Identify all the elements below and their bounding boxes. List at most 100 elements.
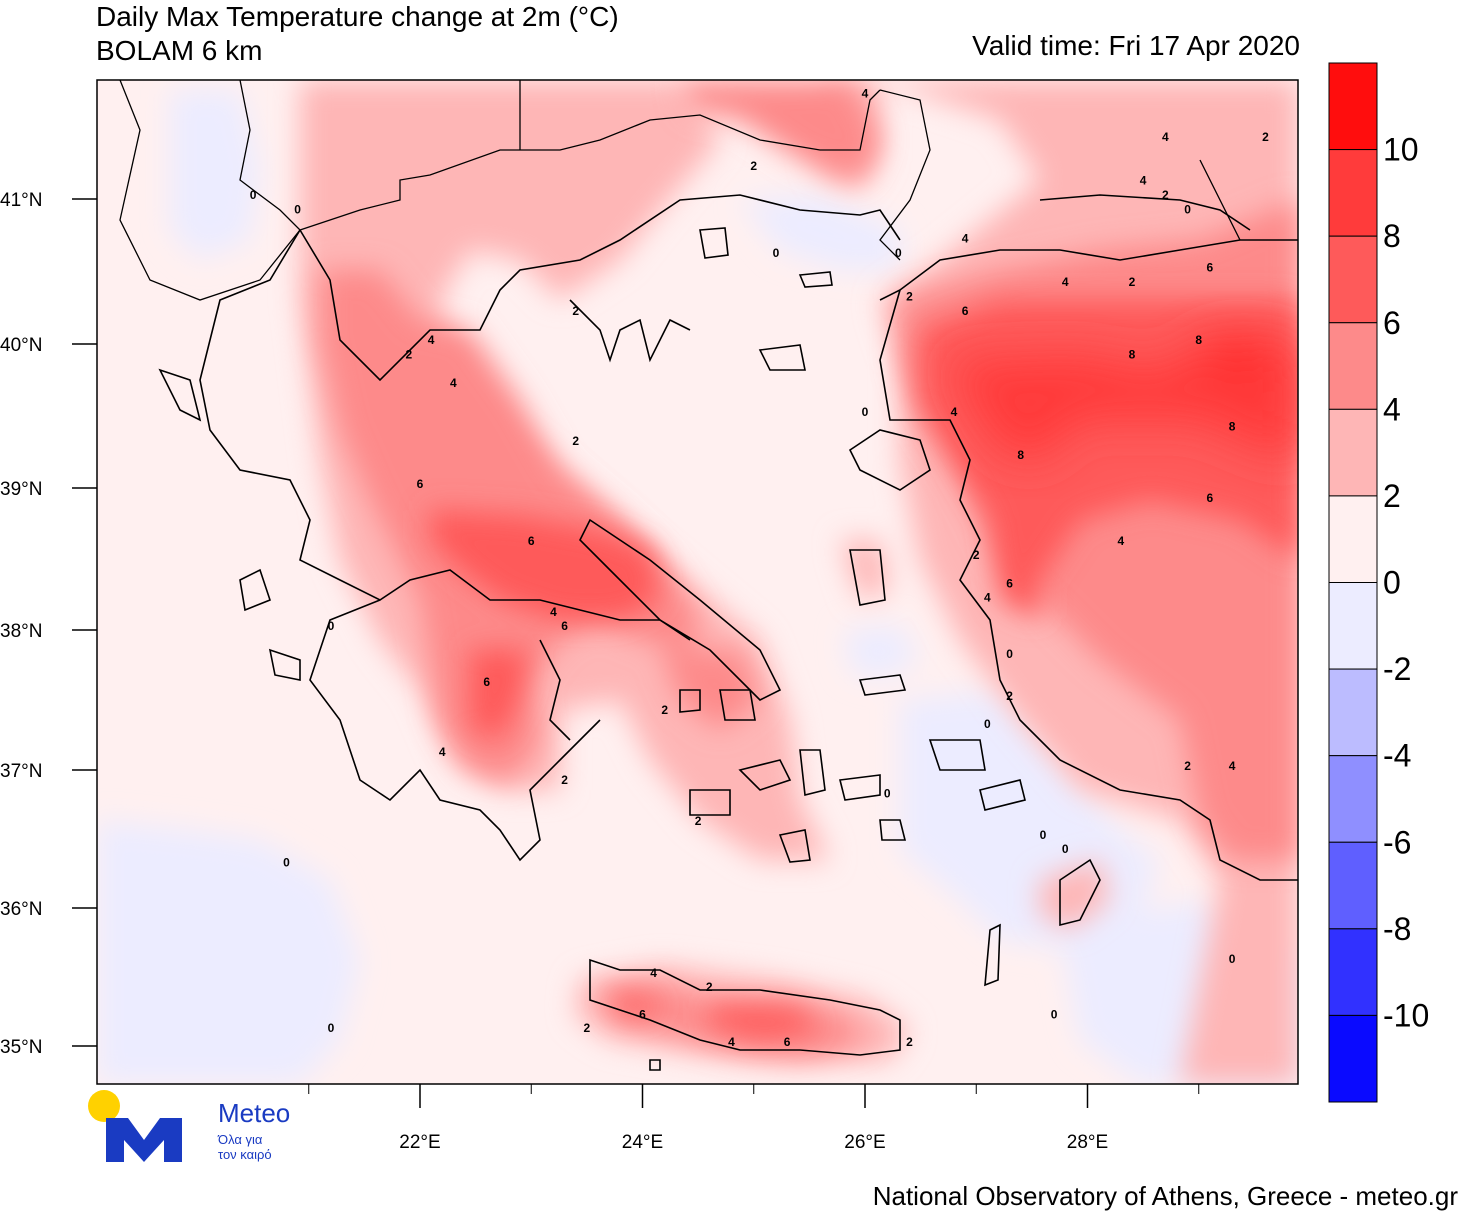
contour-label: 2 xyxy=(906,290,913,304)
lon-label: 26°E xyxy=(844,1132,885,1153)
contour-label: 0 xyxy=(250,188,257,202)
lat-label: 40°N xyxy=(0,335,42,356)
contour-label: 4 xyxy=(1140,174,1147,188)
contour-label: 2 xyxy=(572,434,579,448)
lat-label: 41°N xyxy=(0,190,42,211)
lat-label: 35°N xyxy=(0,1037,42,1058)
footer-credit: National Observatory of Athens, Greece -… xyxy=(872,1181,1458,1211)
contour-label: 4 xyxy=(1062,275,1069,289)
colorbar-segment xyxy=(1328,235,1378,324)
contour-label: 0 xyxy=(862,405,869,419)
contour-label: 0 xyxy=(1040,828,1047,842)
contour-label: 2 xyxy=(1184,759,1191,773)
contour-label: 2 xyxy=(750,159,757,173)
contour-label: 4 xyxy=(1229,759,1236,773)
map-frame xyxy=(96,79,1299,1085)
contour-label: 4 xyxy=(450,376,457,390)
contour-label: 8 xyxy=(1017,448,1024,462)
contour-label: 6 xyxy=(962,304,969,318)
colorbar-label: 6 xyxy=(1383,305,1401,341)
lat-label: 38°N xyxy=(0,621,42,642)
lon-label: 28°E xyxy=(1067,1132,1108,1153)
colorbar-segment xyxy=(1328,408,1378,497)
colorbar-label: -8 xyxy=(1383,911,1411,947)
contour-label: 6 xyxy=(417,477,424,491)
contour-label: 6 xyxy=(1207,491,1214,505)
contour-label: 4 xyxy=(1162,130,1169,144)
colorbar-label: 8 xyxy=(1383,218,1401,254)
contour-label: 2 xyxy=(406,347,413,361)
colorbar-label: -6 xyxy=(1383,824,1411,860)
contour-label: 6 xyxy=(483,675,490,689)
contour-label: 2 xyxy=(1129,275,1136,289)
contour-label: 8 xyxy=(1229,419,1236,433)
cool-zones xyxy=(97,90,1298,1084)
contour-label: 0 xyxy=(1006,647,1013,661)
contour-label: 0 xyxy=(895,246,902,260)
contour-label: 4 xyxy=(728,1035,735,1049)
contour-label: 6 xyxy=(561,619,568,633)
colorbar-segment xyxy=(1328,841,1378,930)
logo-tagline: Όλα για τον καιρό xyxy=(218,1132,308,1162)
contour-label: 2 xyxy=(1162,188,1169,202)
lon-label: 24°E xyxy=(622,1132,663,1153)
lat-label: 37°N xyxy=(0,761,42,782)
colorbar-label: 2 xyxy=(1383,478,1401,514)
contour-label: 4 xyxy=(650,966,657,980)
colorbar-label: -10 xyxy=(1383,997,1429,1033)
logo-tagline-line1: Όλα για xyxy=(218,1132,263,1147)
contour-label: 4 xyxy=(984,591,991,605)
coastlines xyxy=(158,194,1298,1071)
contour-label: 6 xyxy=(1207,261,1214,275)
contour-label: 0 xyxy=(328,1021,335,1035)
contour-label: 0 xyxy=(1184,203,1191,217)
lat-axis: 41°N 40°N 39°N 38°N 37°N 36°N 35°N xyxy=(0,190,97,1058)
contour-label: 0 xyxy=(283,856,290,870)
colorbar-label: 4 xyxy=(1383,391,1401,427)
colorbar-label: 0 xyxy=(1383,565,1401,601)
logo-name: Meteo xyxy=(218,1098,291,1128)
map-subtitle: BOLAM 6 km xyxy=(96,35,263,66)
contour-label: 2 xyxy=(706,980,713,994)
contour-label: 2 xyxy=(973,548,980,562)
contour-label: 2 xyxy=(1262,130,1269,144)
colorbar-segment xyxy=(1328,582,1378,670)
contour-label: 0 xyxy=(294,203,301,217)
colorbar-segment xyxy=(1328,668,1378,757)
contour-label: 8 xyxy=(1195,333,1202,347)
meteo-logo: Meteo Όλα για τον καιρό xyxy=(80,1088,302,1168)
contour-label: 2 xyxy=(661,703,668,717)
contour-label: 2 xyxy=(584,1021,591,1035)
contour-label: 2 xyxy=(1006,689,1013,703)
lon-label: 22°E xyxy=(399,1132,440,1153)
colorbar-segment xyxy=(1328,62,1378,151)
colorbar-segment xyxy=(1328,928,1378,1016)
contour-label: 2 xyxy=(906,1035,913,1049)
contour-label: 6 xyxy=(639,1007,646,1021)
contour-label: 0 xyxy=(1051,1007,1058,1021)
colorbar: 10 8 6 4 2 0 -2 -4 -6 -8 -10 xyxy=(1328,62,1429,1103)
colorbar-segment xyxy=(1328,1014,1378,1103)
valid-time: Valid time: Fri 17 Apr 2020 xyxy=(972,30,1300,61)
logo-mark-icon xyxy=(88,1090,182,1162)
contour-label: 4 xyxy=(428,333,435,347)
contour-label: 4 xyxy=(439,745,446,759)
logo-tagline-line2: τον καιρό xyxy=(218,1147,272,1162)
contour-label: 0 xyxy=(1229,952,1236,966)
contour-label: 0 xyxy=(984,717,991,731)
map-title: Daily Max Temperature change at 2m (°C) xyxy=(96,1,619,32)
lat-label: 36°N xyxy=(0,899,42,920)
contour-label: 0 xyxy=(884,787,891,801)
contour-label: 0 xyxy=(1062,842,1069,856)
contour-label: 0 xyxy=(773,246,780,260)
lat-label: 39°N xyxy=(0,479,42,500)
contour-label: 4 xyxy=(862,87,869,101)
contour-label: 4 xyxy=(1118,534,1125,548)
contour-label: 6 xyxy=(1006,576,1013,590)
contour-label: 6 xyxy=(528,534,535,548)
contour-label: 4 xyxy=(951,405,958,419)
colorbar-label: -2 xyxy=(1383,651,1411,687)
